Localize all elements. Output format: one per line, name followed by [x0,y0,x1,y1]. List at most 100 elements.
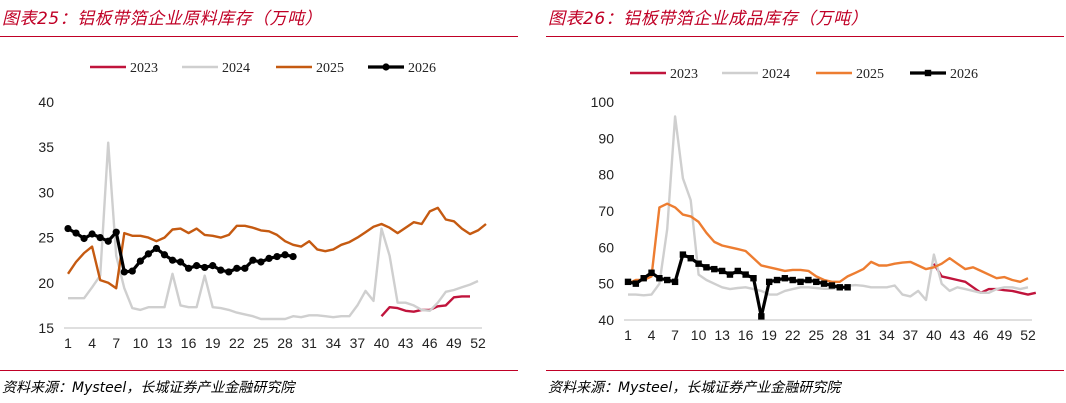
y-tick-label: 30 [38,184,54,200]
data-point-2026 [664,276,671,284]
x-tick-label: 4 [648,327,656,343]
data-point-2026 [656,275,663,282]
y-tick-label: 80 [598,167,614,183]
y-tick-label: 60 [598,239,614,255]
data-point-2026 [128,267,136,275]
x-tick-label: 19 [761,327,777,343]
data-point-2026 [820,280,828,287]
y-tick-label: 35 [38,139,54,155]
data-point-2026 [144,250,152,258]
title-rule [0,36,518,37]
x-tick-label: 22 [785,327,801,343]
legend-label-2023: 2023 [670,67,698,82]
y-tick-label: 40 [598,312,614,328]
data-point-2026 [176,258,185,266]
y-tick-label: 50 [598,276,614,292]
data-point-2026 [104,237,112,245]
data-point-2026 [136,257,144,265]
source-rule [546,370,1064,371]
data-point-2026 [64,224,72,233]
legend-label-2023: 2023 [130,61,158,76]
legend-marker-2026 [382,63,390,71]
x-tick-label: 19 [205,335,221,351]
data-point-2026 [718,267,726,275]
x-tick-label: 22 [229,335,245,351]
series-line-2024 [68,141,479,321]
x-tick-label: 31 [301,335,317,351]
series-line-2023 [932,263,1037,296]
x-tick-label: 16 [738,327,754,343]
y-tick-label: 70 [598,203,614,219]
x-tick-label: 10 [133,335,149,351]
x-tick-label: 43 [950,327,966,343]
chart-panel-25: 图表25：铝板带箔企业原料库存（万吨） 15 20 25 30 35 40 1 4 7 10 13 1… [0,0,520,403]
figure-title: 图表25：铝板带箔企业原料库存（万吨） [2,9,323,29]
data-point-2026 [703,264,710,271]
line-chart-finished-goods-inventory: 40 50 60 70 80 90 100 1 4 7 10 13 16 19 22 25 28 31 34 37 40… [591,67,1037,343]
x-tick-label: 40 [374,335,390,351]
data-point-2026 [836,284,843,291]
data-point-2026 [160,251,169,259]
data-point-2026 [797,278,804,286]
data-point-2026 [789,276,796,284]
source-note: 资料来源：Mysteel，长城证券产业金融研究院 [548,380,841,396]
data-point-2026 [758,313,765,320]
data-point-2026 [233,264,241,272]
x-tick-label: 10 [691,327,707,343]
data-point-2026 [184,264,193,272]
data-point-2026 [281,251,289,259]
source-rule [0,370,518,371]
legend-marker-2026 [924,69,932,77]
data-point-2026 [640,275,647,282]
data-point-2026 [805,276,812,284]
series-line-2024 [628,115,1029,302]
data-point-2026 [726,271,734,278]
legend-label-2026: 2026 [950,67,978,82]
y-tick-label: 20 [38,275,54,291]
data-point-2026 [88,230,96,238]
data-point-2026 [828,282,836,289]
x-tick-label: 13 [714,327,730,343]
data-point-2026 [241,264,249,272]
title-rule [546,36,1064,37]
x-tick-label: 37 [903,327,919,343]
data-point-2026 [96,234,104,242]
series-line-2023 [380,295,470,318]
chart-panel-26: 图表26：铝板带箔企业成品库存（万吨） 40 50 60 70 80 90 100 1 4 7 10… [546,0,1066,403]
data-point-2026 [624,278,632,286]
y-tick-label: 100 [591,94,615,110]
x-tick-label: 34 [879,327,895,343]
data-point-2026 [765,278,773,286]
data-point-2026 [648,269,655,276]
data-point-2026 [257,258,265,266]
x-tick-label: 37 [350,335,366,351]
x-tick-label: 52 [1020,327,1036,343]
legend-label-2025: 2025 [856,67,884,82]
data-point-2026 [671,278,679,286]
data-point-2026 [249,256,257,264]
data-point-2026 [750,275,757,282]
data-point-2026 [687,255,694,262]
y-tick-label: 40 [38,94,54,110]
x-tick-label: 31 [856,327,872,343]
series-line-2025 [627,202,1029,285]
data-point-2026 [632,280,640,287]
data-point-2026 [781,275,789,282]
data-point-2026 [120,268,128,276]
series-line-2026 [627,253,848,318]
data-point-2026 [152,244,161,253]
x-tick-label: 46 [973,327,989,343]
x-tick-label: 25 [808,327,824,343]
data-point-2026 [265,254,273,262]
data-point-2026 [844,284,851,291]
x-tick-label: 7 [671,327,679,343]
data-point-2026 [225,268,233,276]
legend-label-2026: 2026 [408,61,436,76]
figure-title: 图表26：铝板带箔企业成品库存（万吨） [548,9,869,29]
data-point-2026 [112,228,120,236]
y-tick-label: 90 [598,130,614,146]
x-tick-label: 28 [277,335,293,351]
data-point-2026 [80,234,88,243]
legend-label-2024: 2024 [222,61,250,76]
